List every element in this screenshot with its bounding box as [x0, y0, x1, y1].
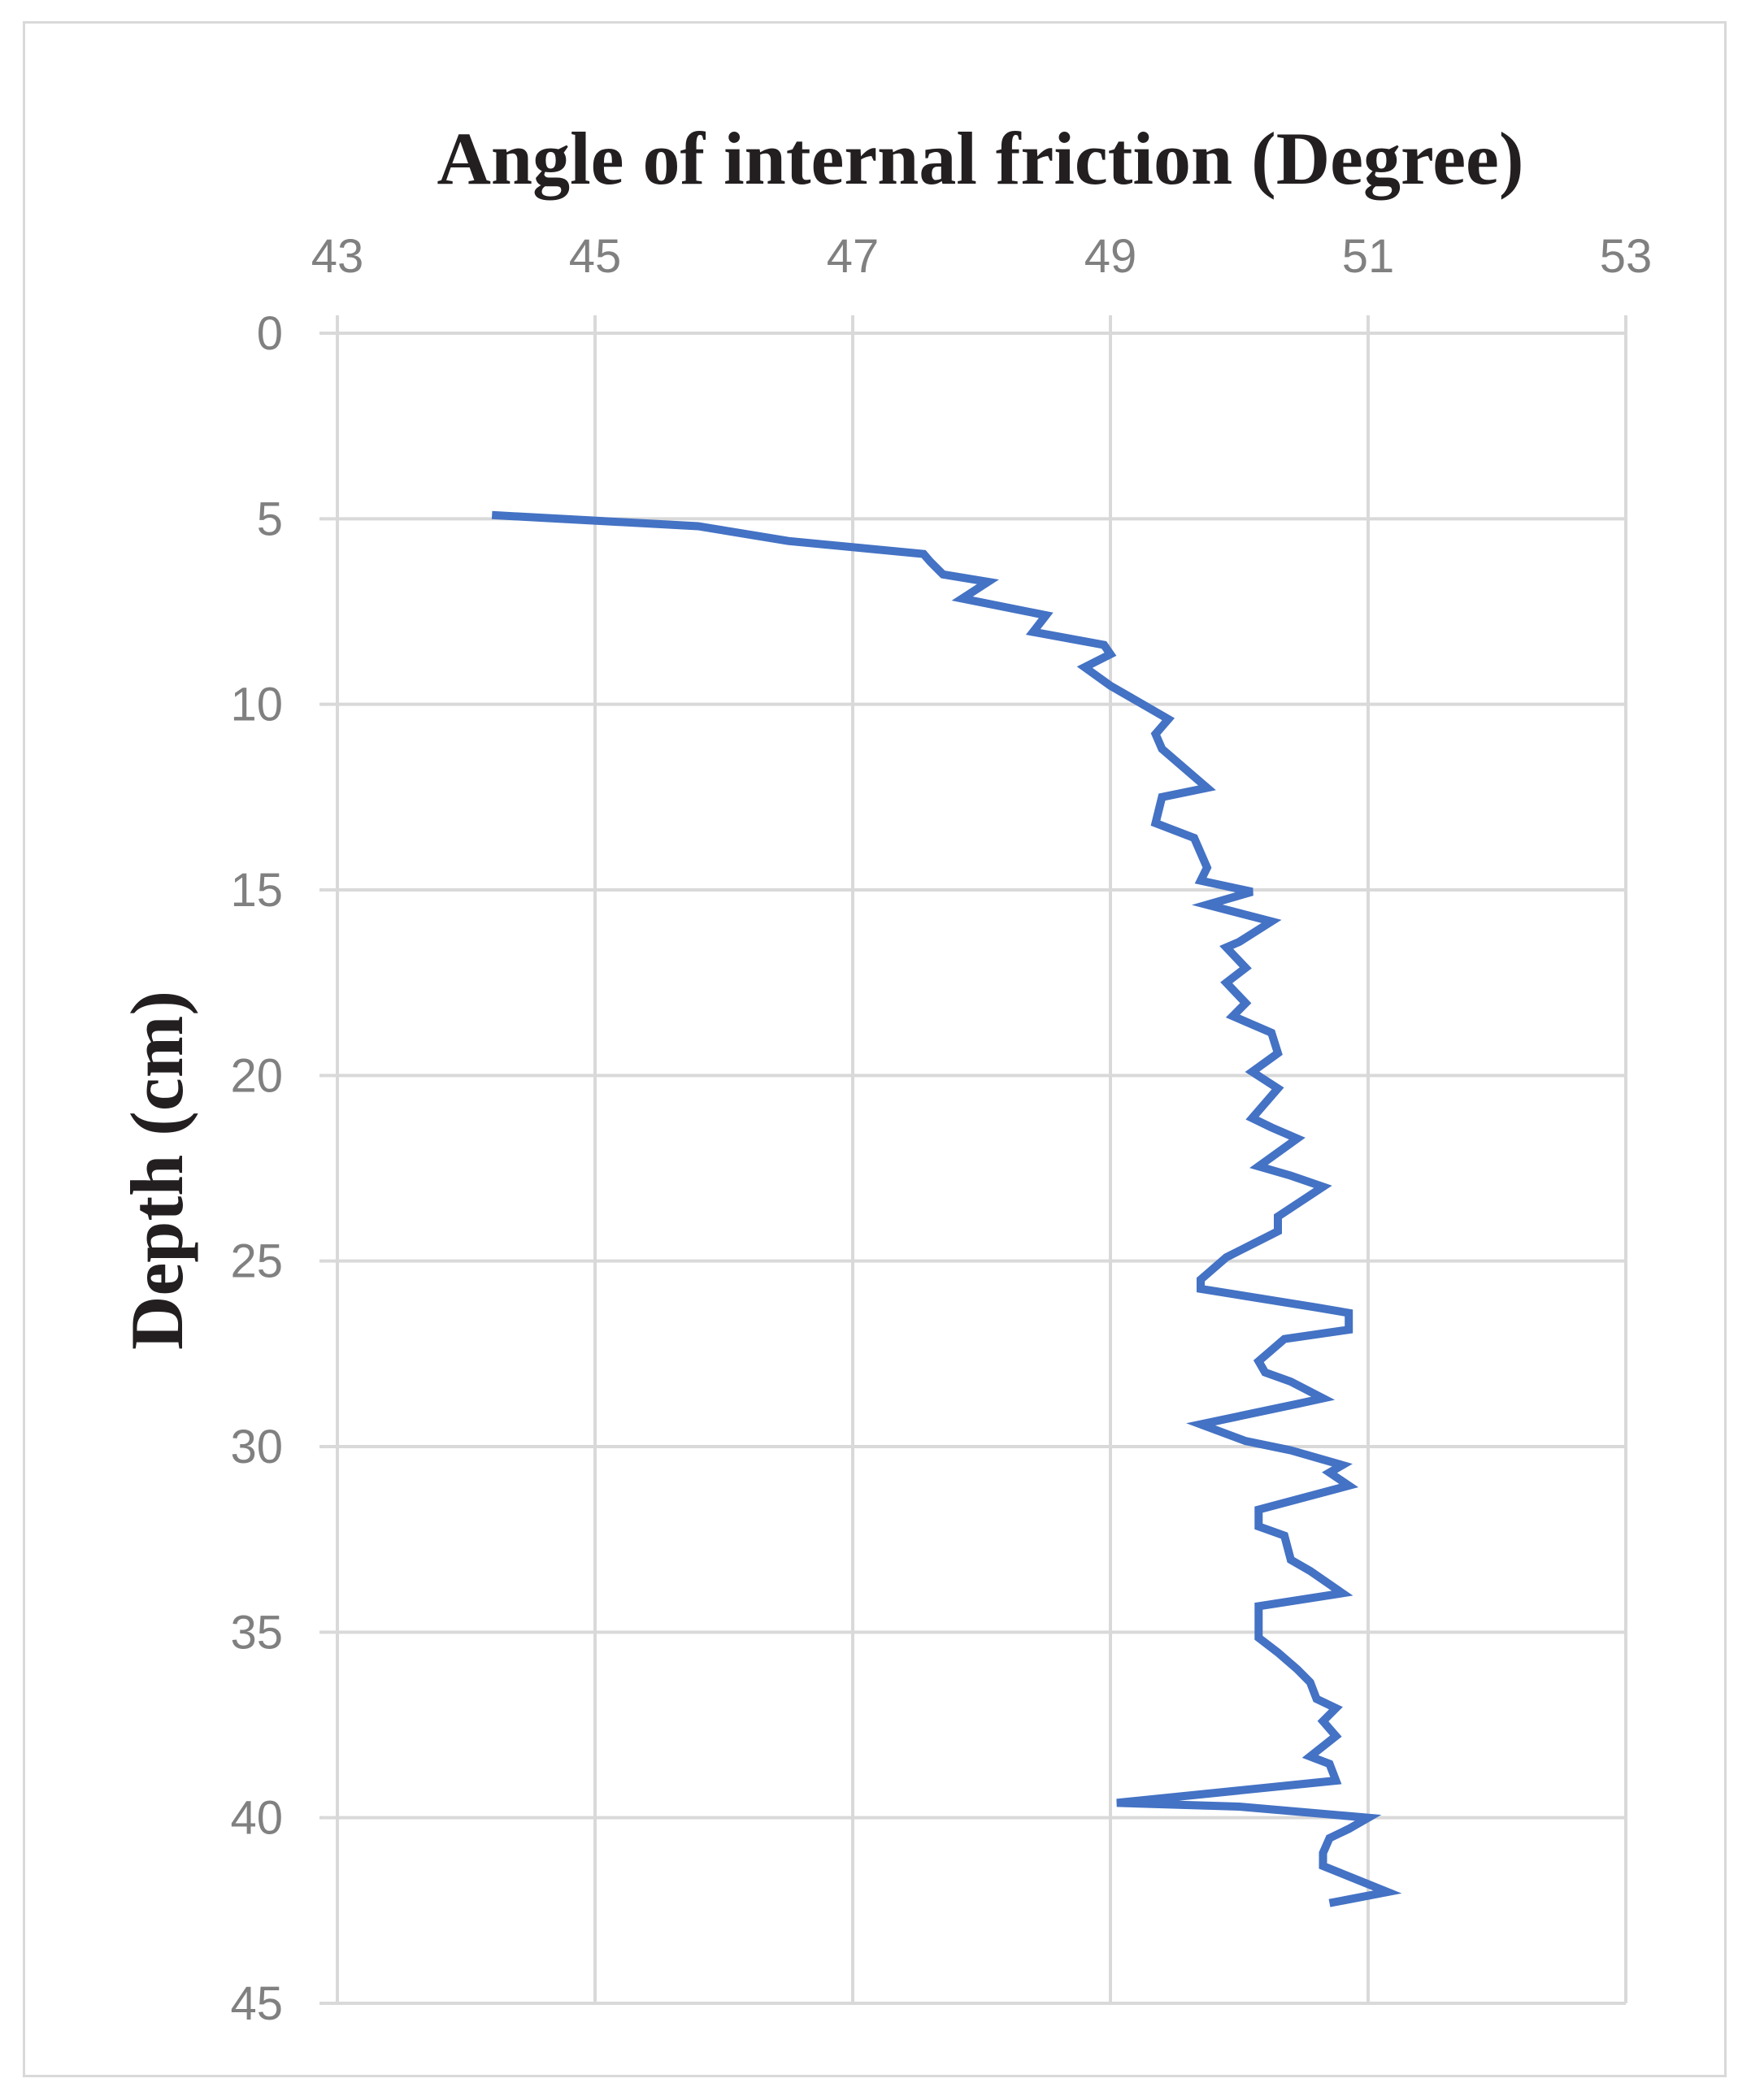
x-tick-label: 51	[1342, 230, 1395, 283]
series-layer	[491, 510, 1402, 1907]
series-line-0	[491, 510, 1402, 1907]
x-tick-label: 43	[311, 230, 364, 283]
tick-labels: 0 5 10 15 20 25 30 35 40 45 43 45 47 49 51 53	[230, 230, 1652, 2030]
y-tick-label: 5	[257, 492, 283, 545]
gridlines	[319, 315, 1627, 2005]
y-axis-label: Depth (cm)	[115, 991, 198, 1350]
y-tick-label: 0	[257, 307, 283, 360]
y-tick-label: 35	[230, 1606, 283, 1659]
x-tick-label: 49	[1084, 230, 1137, 283]
x-tick-label: 53	[1600, 230, 1653, 283]
y-tick-label: 25	[230, 1235, 283, 1288]
x-tick-label: 47	[827, 230, 880, 283]
x-tick-label: 45	[569, 230, 622, 283]
chart-title: Angle of internal friction (Degree)	[437, 117, 1523, 200]
y-tick-label: 40	[230, 1792, 283, 1845]
y-tick-label: 20	[230, 1049, 283, 1102]
chart-frame	[23, 21, 1727, 2077]
y-tick-label: 15	[230, 864, 283, 917]
y-tick-label: 30	[230, 1421, 283, 1473]
y-tick-label: 45	[230, 1977, 283, 2030]
y-tick-label: 10	[230, 679, 283, 731]
